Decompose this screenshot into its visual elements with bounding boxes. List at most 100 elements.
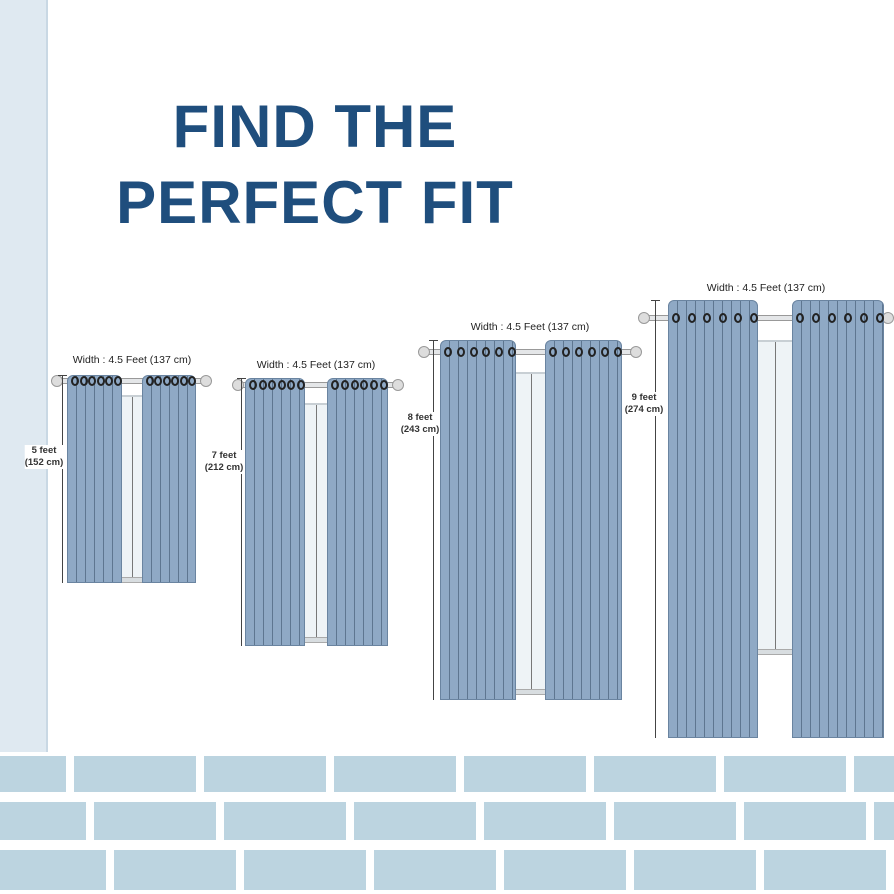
grommet-ring: [734, 313, 743, 323]
curtain-panel: [545, 340, 622, 700]
grommet-ring: [370, 380, 379, 390]
height-cm: (212 cm): [204, 462, 244, 473]
headline-line-1: FIND THE: [172, 93, 458, 160]
curtain-panel: [142, 375, 196, 583]
window: [513, 372, 548, 692]
floor-tile: [874, 802, 894, 840]
grommet-ring: [171, 376, 180, 386]
floor-tile: [504, 850, 626, 890]
curtain-panel: [668, 300, 758, 738]
grommet-ring: [154, 376, 163, 386]
grommet-ring: [71, 376, 79, 386]
floor-tile: [0, 850, 106, 890]
grommet-ring: [672, 313, 680, 323]
floor-tile: [724, 756, 846, 792]
grommet-ring: [114, 376, 122, 386]
window: [755, 340, 795, 652]
grommet-ring: [601, 347, 609, 357]
grommet-ring: [508, 347, 516, 357]
floor-tile: [744, 802, 866, 840]
floor-tile: [764, 850, 886, 890]
window: [302, 403, 330, 640]
grommet-ring: [687, 313, 696, 323]
height-cm: (274 cm): [624, 404, 664, 415]
tiled-floor: [0, 752, 894, 894]
grommet-ring: [146, 376, 154, 386]
height-feet: 5 feet: [31, 445, 57, 456]
grommet-ring: [575, 347, 583, 357]
width-label: Width : 4.5 Feet (137 cm): [706, 282, 826, 294]
floor-tile: [484, 802, 606, 840]
height-feet: 7 feet: [211, 450, 237, 461]
grommet-ring: [703, 313, 712, 323]
height-feet: 8 feet: [407, 412, 433, 423]
grommet-ring: [340, 380, 349, 390]
floor-tile: [614, 802, 736, 840]
height-label: 5 feet (152 cm): [24, 445, 64, 469]
height-dimension-line: [429, 340, 438, 700]
grommet-ring: [844, 313, 852, 323]
grommet-ring: [297, 380, 305, 390]
floor-tile: [74, 756, 196, 792]
grommet-ring: [456, 347, 465, 357]
grommet-ring: [549, 347, 557, 357]
grommet-ring: [876, 313, 884, 323]
height-cm: (243 cm): [400, 424, 440, 435]
grommet-ring: [750, 313, 758, 323]
grommet-ring: [828, 313, 836, 323]
grommet-ring: [562, 347, 570, 357]
curtain-panel: [792, 300, 884, 738]
grommet-ring: [718, 313, 727, 323]
floor-tile: [854, 756, 894, 792]
rod-finial: [232, 379, 244, 391]
floor-tile: [334, 756, 456, 792]
curtain-panel: [67, 375, 122, 583]
grommet-ring: [258, 380, 267, 390]
rod-finial: [638, 312, 650, 324]
floor-tile: [464, 756, 586, 792]
grommet-ring: [588, 347, 596, 357]
curtain-panel: [440, 340, 516, 700]
height-cm: (152 cm): [24, 457, 64, 468]
grommet-ring: [105, 376, 114, 386]
height-dimension-line: [651, 300, 660, 738]
height-label: 7 feet (212 cm): [204, 450, 244, 474]
height-dimension-line: [237, 378, 246, 646]
grommet-ring: [380, 380, 388, 390]
height-dimension-line: [58, 375, 67, 583]
width-label: Width : 4.5 Feet (137 cm): [470, 321, 590, 333]
width-label: Width : 4.5 Feet (137 cm): [256, 359, 376, 371]
grommet-ring: [331, 380, 339, 390]
grommet-ring: [179, 376, 188, 386]
floor-tile: [114, 850, 236, 890]
grommet-ring: [469, 347, 478, 357]
floor-tile: [354, 802, 476, 840]
floor-tile: [634, 850, 756, 890]
grommet-ring: [812, 313, 820, 323]
curtain-panel: [327, 378, 388, 646]
floor-tile: [244, 850, 366, 890]
grommet-ring: [350, 380, 359, 390]
grommet-ring: [444, 347, 452, 357]
grommet-ring: [249, 380, 257, 390]
grommet-ring: [614, 347, 622, 357]
floor-tile: [374, 850, 496, 890]
grommet-ring: [360, 380, 369, 390]
grommet-ring: [482, 347, 491, 357]
window: [119, 395, 145, 580]
grommet-ring: [495, 347, 504, 357]
floor-tile: [594, 756, 716, 792]
side-wall: [0, 0, 48, 752]
grommet-ring: [188, 376, 196, 386]
rod-finial: [392, 379, 404, 391]
floor-tile: [0, 802, 86, 840]
floor-tile: [0, 756, 66, 792]
grommet-ring: [287, 380, 296, 390]
grommet-ring: [268, 380, 277, 390]
rod-finial: [418, 346, 430, 358]
headline-line-2: PERFECT FIT: [116, 169, 514, 236]
rod-finial: [630, 346, 642, 358]
height-feet: 9 feet: [631, 392, 657, 403]
curtain-panel: [245, 378, 305, 646]
width-label: Width : 4.5 Feet (137 cm): [72, 354, 192, 366]
